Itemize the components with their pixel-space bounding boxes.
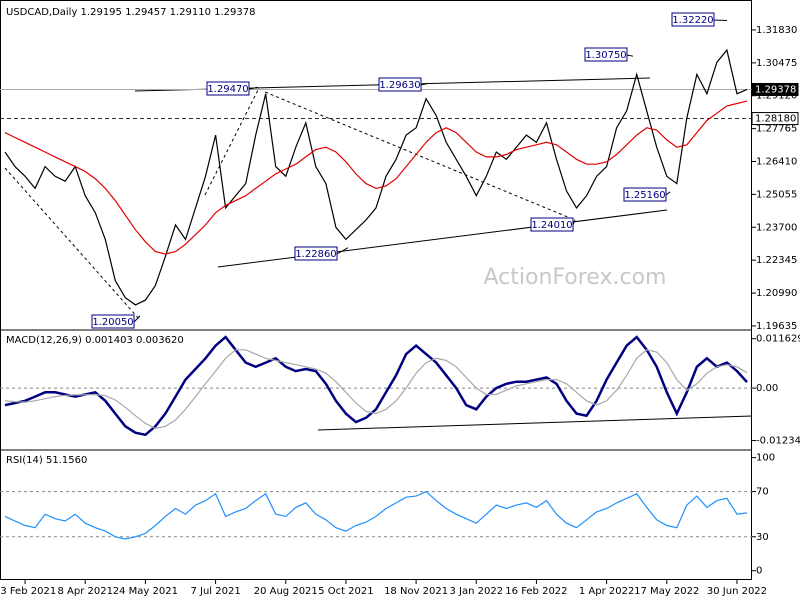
price-label-box <box>751 82 799 96</box>
price-label: 1.28180 <box>755 114 796 125</box>
y-tick-label: 1.30475 <box>756 58 797 69</box>
x-tick-label: 30 Jun 2022 <box>707 586 767 597</box>
y-tick-label: 1.29120 <box>756 91 797 102</box>
x-tick-label: 17 May 2022 <box>634 586 699 597</box>
x-tick-label: 16 Feb 2022 <box>505 586 567 597</box>
annotation-leader <box>626 54 634 57</box>
panel-title: MACD(12,26,9) 0.001403 0.003620 <box>6 335 184 346</box>
price-label: 1.29378 <box>755 84 796 95</box>
annotation-label: 1.29630 <box>379 80 420 91</box>
x-tick-label: 20 Aug 2021 <box>254 586 318 597</box>
price-label-box <box>751 112 799 126</box>
x-tick-label: 1 Apr 2022 <box>579 586 634 597</box>
y-tick-label: 1.20990 <box>756 288 797 299</box>
annotation-box <box>91 314 135 329</box>
series-line <box>4 490 748 540</box>
annotation-label: 1.22860 <box>295 249 336 260</box>
y-tick-label: 1.22345 <box>756 255 797 266</box>
annotation-label: 1.20050 <box>92 317 133 328</box>
panel-title: RSI(14) 51.1560 <box>6 455 87 466</box>
annotation-box <box>530 217 574 232</box>
y-tick-label: 1.19635 <box>756 321 797 332</box>
x-tick-label: 3 Jan 2022 <box>449 586 503 597</box>
annotation-leader <box>665 191 671 196</box>
annotation-box <box>623 187 667 202</box>
annotation-box <box>378 77 422 92</box>
annotation-leader <box>248 86 259 90</box>
annotation-box <box>671 12 715 27</box>
trendline <box>204 89 259 196</box>
annotation-box <box>584 47 628 62</box>
annotation-label: 1.25160 <box>624 190 665 201</box>
y-tick-label: 1.31830 <box>756 25 797 36</box>
annotation-label: 1.30750 <box>585 50 626 61</box>
annotation-label: 1.32220 <box>672 15 713 26</box>
x-tick-label: 7 Jul 2021 <box>190 586 240 597</box>
annotation-box <box>294 246 338 261</box>
series-line <box>4 100 748 255</box>
trendline <box>4 167 141 321</box>
annotation-leader <box>336 247 349 255</box>
annotation-box <box>206 81 250 96</box>
watermark: ActionForex.com <box>484 265 667 290</box>
frame <box>0 0 752 580</box>
y-tick-label: -0.012348 <box>756 436 800 447</box>
x-tick-label: 18 Nov 2021 <box>384 586 448 597</box>
series-line <box>4 335 748 437</box>
y-tick-label: 1.27765 <box>756 124 797 135</box>
trendline <box>317 415 753 431</box>
trendline <box>217 209 668 268</box>
y-tick-label: 1.26410 <box>756 157 797 168</box>
panel-title: USDCAD,Daily 1.29195 1.29457 1.29110 1.2… <box>6 7 256 18</box>
y-tick-label: 0.00 <box>756 383 778 394</box>
annotation-label: 1.29470 <box>207 84 248 95</box>
x-tick-label: 23 Feb 2021 <box>0 586 56 597</box>
y-tick-label: 1.23700 <box>756 222 797 233</box>
y-tick-label: 70 <box>756 487 769 498</box>
y-tick-label: 100 <box>756 453 775 464</box>
y-tick-label: 30 <box>756 532 769 543</box>
x-tick-label: 5 Oct 2021 <box>318 586 373 597</box>
x-tick-label: 24 May 2021 <box>113 586 178 597</box>
series-line <box>4 349 748 430</box>
trendline <box>264 91 576 221</box>
series-line <box>4 48 748 306</box>
annotation-label: 1.24010 <box>531 220 572 231</box>
x-tick-label: 8 Apr 2021 <box>57 586 112 597</box>
annotation-leader <box>713 19 728 22</box>
annotation-leader <box>420 82 429 86</box>
annotation-leader <box>133 315 141 323</box>
y-tick-label: 0.011629 <box>756 334 800 345</box>
y-tick-label: 0 <box>756 566 762 577</box>
y-tick-label: 1.25055 <box>756 189 797 200</box>
